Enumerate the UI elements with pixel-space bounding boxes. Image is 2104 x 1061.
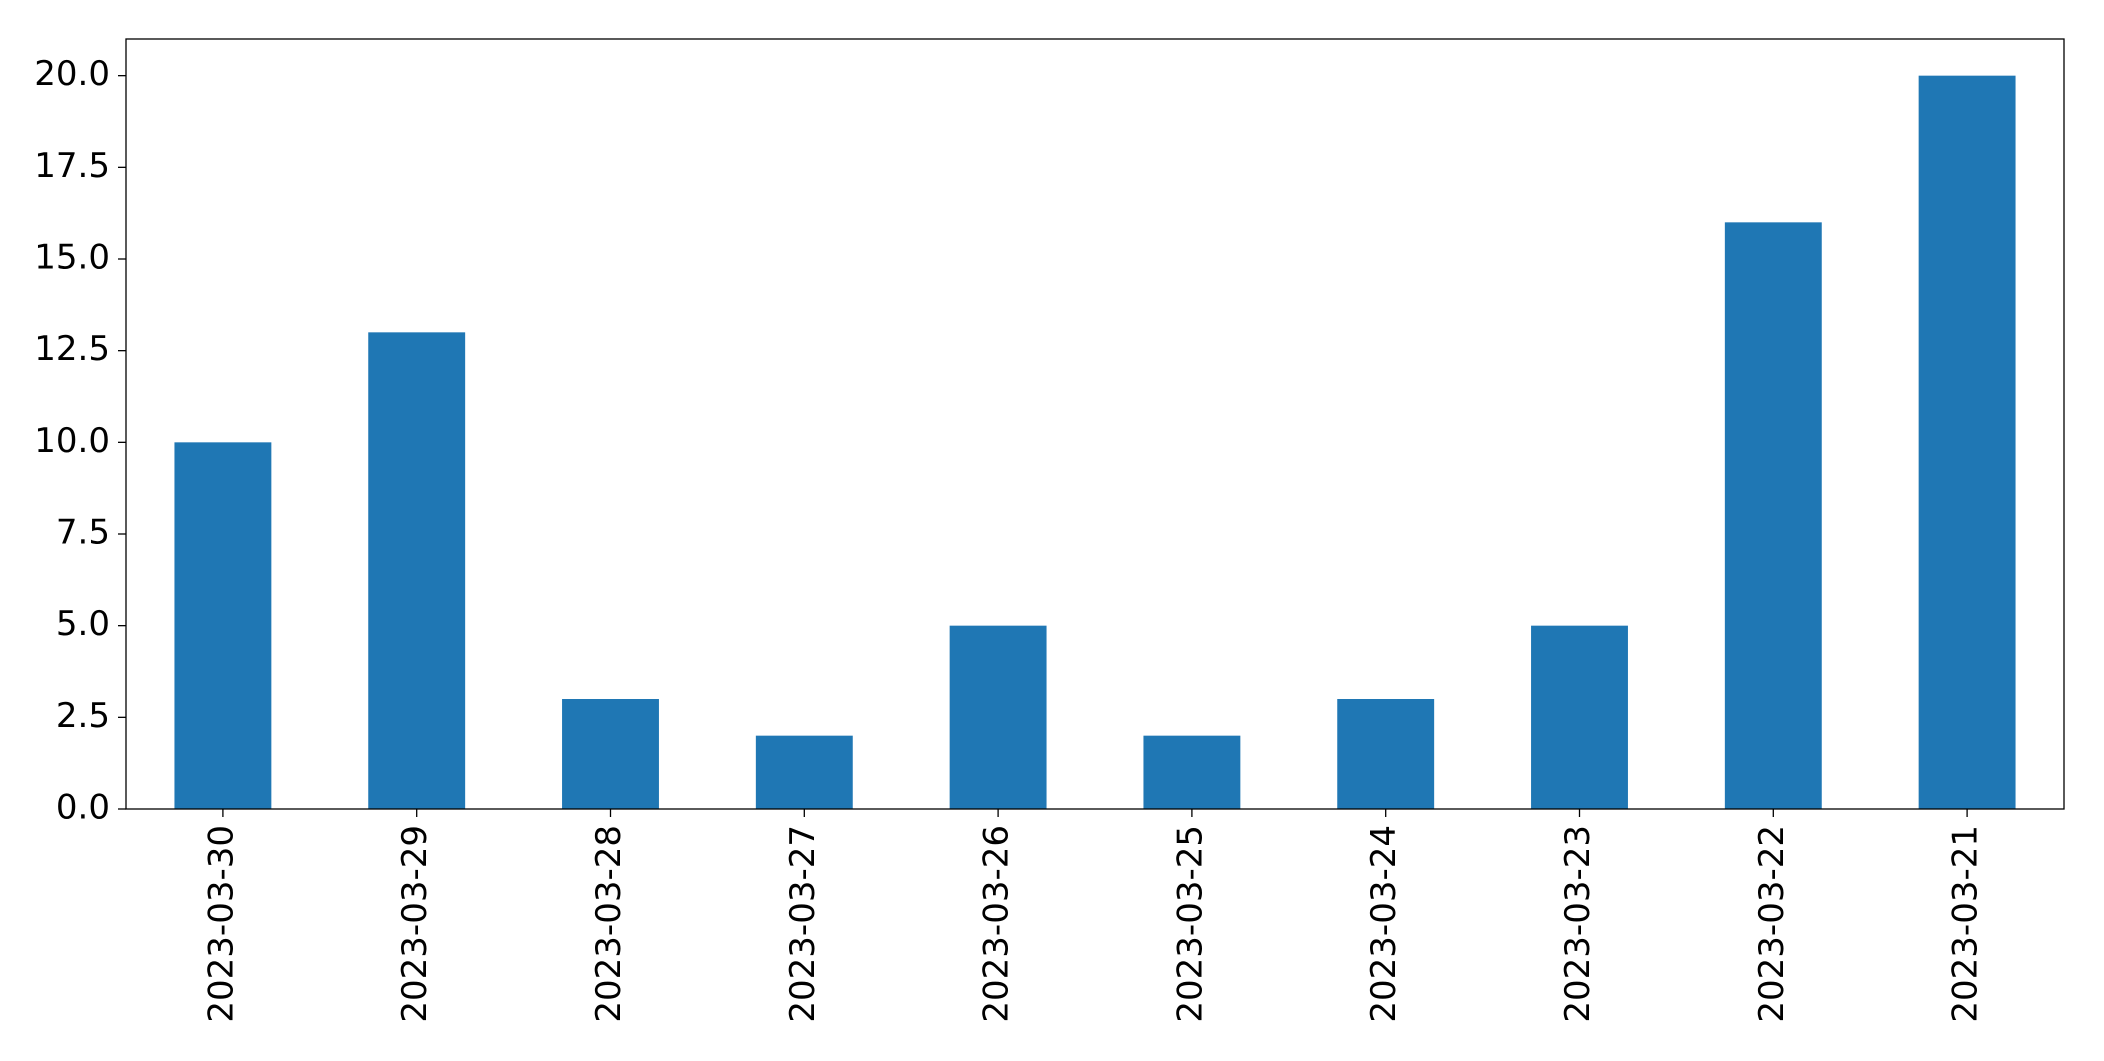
y-tick-label: 0.0 (56, 788, 110, 828)
bar (755, 735, 853, 809)
bar (1724, 222, 1822, 810)
y-tick-label: 2.5 (56, 696, 110, 736)
bar (949, 625, 1047, 809)
x-tick-label: 2023-03-22 (1752, 825, 1792, 1023)
x-tick-label: 2023-03-27 (783, 825, 823, 1023)
bar (1337, 699, 1435, 809)
x-tick-label: 2023-03-25 (1170, 825, 1210, 1023)
y-tick-label: 15.0 (34, 238, 110, 278)
bar (1143, 735, 1241, 809)
y-tick-label: 17.5 (34, 146, 110, 186)
y-tick-label: 5.0 (56, 604, 110, 644)
bar (1531, 625, 1628, 809)
x-tick-label: 2023-03-29 (395, 825, 435, 1023)
bar (1918, 75, 2016, 809)
bar (174, 442, 272, 809)
y-tick-label: 7.5 (56, 513, 110, 553)
x-tick-label: 2023-03-28 (589, 825, 629, 1023)
x-tick-label: 2023-03-26 (977, 825, 1017, 1023)
bar (368, 332, 466, 809)
bar (562, 699, 659, 809)
x-tick-label: 2023-03-23 (1558, 825, 1598, 1023)
x-tick-label: 2023-03-21 (1946, 825, 1986, 1023)
x-tick-label: 2023-03-24 (1364, 825, 1404, 1023)
y-tick-label: 12.5 (34, 329, 110, 369)
y-tick-label: 20.0 (34, 54, 110, 94)
x-tick-label: 2023-03-30 (201, 825, 241, 1023)
plot-frame (125, 38, 2065, 810)
y-tick-label: 10.0 (34, 421, 110, 461)
